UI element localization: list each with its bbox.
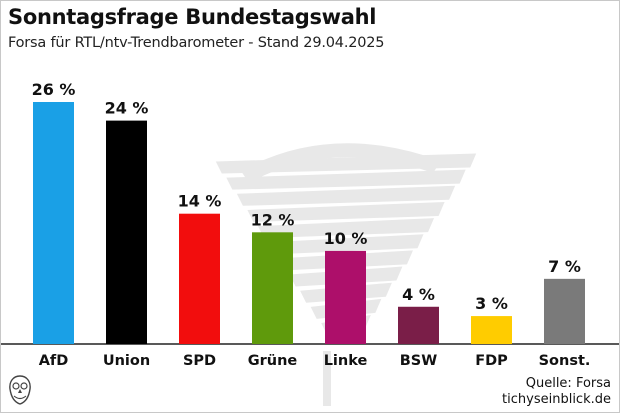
source-line: Quelle: Forsa [525, 376, 611, 391]
bar-7 [544, 278, 585, 344]
source-note: Quelle: Forsa tichyseinblick.de [502, 376, 611, 408]
bar-6 [471, 316, 512, 344]
data-label-4: 10 % [324, 229, 368, 248]
bar-0 [33, 102, 74, 344]
bar-4 [325, 250, 366, 344]
data-label-2: 14 % [178, 192, 222, 211]
data-label-1: 24 % [105, 99, 149, 118]
category-label-3: Grüne [248, 353, 298, 369]
chart-title: Sonntagsfrage Bundestagswahl [8, 5, 377, 29]
data-label-5: 4 % [402, 285, 435, 304]
category-label-1: Union [103, 353, 150, 369]
data-label-7: 7 % [548, 257, 581, 276]
data-label-0: 26 % [32, 80, 76, 99]
owl-logo-icon [9, 375, 31, 405]
bar-3 [252, 232, 293, 344]
chart-subtitle: Forsa für RTL/ntv-Trendbarometer - Stand… [8, 35, 385, 51]
category-label-6: FDP [475, 353, 508, 369]
bar-5 [398, 306, 439, 344]
category-label-5: BSW [400, 353, 438, 369]
category-label-0: AfD [39, 353, 69, 369]
bar-1 [106, 120, 147, 344]
source-site: tichyseinblick.de [502, 392, 611, 407]
category-label-2: SPD [183, 353, 216, 369]
category-label-4: Linke [324, 353, 368, 369]
category-label-7: Sonst. [539, 353, 591, 369]
data-label-3: 12 % [251, 210, 295, 229]
bar-2 [179, 213, 220, 344]
data-label-6: 3 % [475, 294, 508, 313]
